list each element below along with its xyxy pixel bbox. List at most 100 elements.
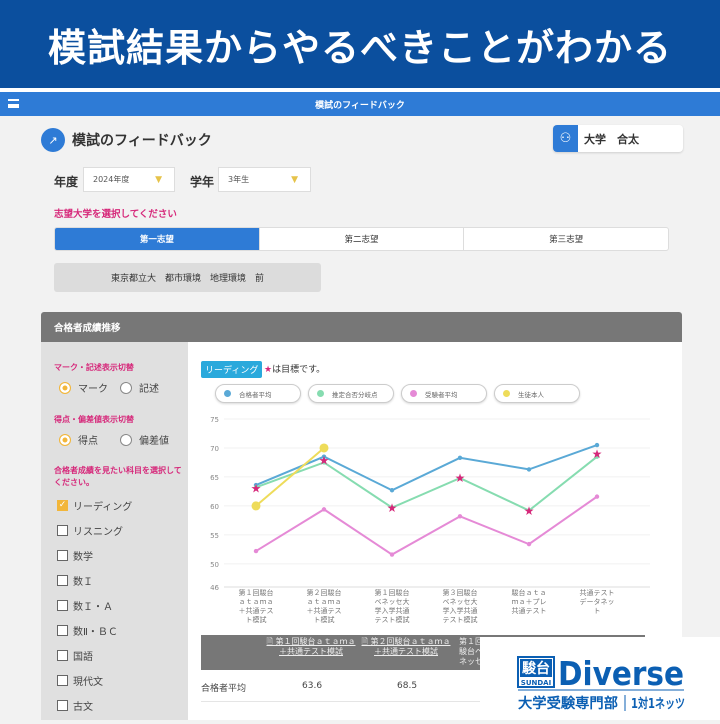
year-label: 年度 <box>54 175 79 189</box>
radio-off-icon <box>120 381 132 394</box>
y-tick-label: 75 <box>210 416 219 424</box>
legend-item[interactable]: 合格者平均 <box>215 384 301 403</box>
score-section-label: 得点・偏差値表示切替 <box>54 415 134 424</box>
radio-deviation[interactable]: 偏差値 <box>120 432 169 447</box>
x-tick-label: 共通テストデータネット <box>579 589 615 615</box>
page-title: 模試のフィードバック <box>72 133 212 149</box>
year-select[interactable]: 2024年度 ▼ <box>83 167 175 192</box>
data-point[interactable] <box>253 485 259 490</box>
data-point[interactable] <box>526 467 532 472</box>
data-point[interactable] <box>457 514 463 519</box>
radio-on-icon <box>59 433 71 446</box>
data-point[interactable] <box>321 507 327 512</box>
subject-label: リスニング <box>73 527 123 538</box>
tab-first-choice[interactable]: 第一志望 <box>55 228 259 250</box>
data-point[interactable] <box>594 442 600 448</box>
university-box[interactable]: 東京都立大 都市環境 地理環境 前 <box>54 263 321 292</box>
data-point[interactable] <box>251 501 261 511</box>
x-tick-label: 駿台ａｔａｍａ＋プレ共通テスト <box>511 589 547 615</box>
radio-on-icon <box>59 381 71 394</box>
legend-dot-icon <box>224 390 231 397</box>
data-point[interactable] <box>457 475 463 481</box>
data-point[interactable] <box>594 494 600 499</box>
header-text: 第１回駿台ａｔａｍａ＋共通テスト模試 <box>275 637 356 656</box>
subject-label: 国語 <box>73 652 93 663</box>
series-line <box>255 447 325 507</box>
subject-checkbox[interactable]: 国語 <box>57 648 93 663</box>
subject-label: 数学 <box>73 552 93 563</box>
chevron-down-icon: ▼ <box>291 174 298 185</box>
target-star-icon: ★ <box>524 504 535 518</box>
x-tick-label: 第３回駿台ベネッセ大学入学共通テスト模試 <box>442 589 478 624</box>
data-point[interactable] <box>319 443 329 453</box>
legend-item[interactable]: 推定合否分岐点 <box>308 384 394 403</box>
checkbox-icon <box>57 600 68 611</box>
legend-dot-icon <box>503 390 510 397</box>
grade-value: 3年生 <box>228 175 250 184</box>
tab-second-choice[interactable]: 第二志望 <box>258 228 464 250</box>
target-star-icon: ★ <box>592 447 603 461</box>
y-tick-label: 46 <box>210 584 219 590</box>
grade-label: 学年 <box>190 175 215 189</box>
subject-checkbox[interactable]: リスニング <box>57 523 123 538</box>
subject-checkbox[interactable]: 数Ｉ・Ａ <box>57 598 113 613</box>
user-icon: ⚇ <box>553 125 578 152</box>
table-header-exam-3[interactable]: 第１回駿台ベネッセ大学入... <box>456 637 486 667</box>
subject-prompt: 合格者成績を見たい科目を選択してください。 <box>54 466 182 487</box>
legend-label: 合格者平均 <box>239 390 272 399</box>
sundai-diverse-logo: 駿台 SUNDAI Diverse 大学受験専門部 1対1ネッツ <box>480 637 720 720</box>
x-tick-label: 第２回駿台ａｔａｍａ＋共通テスト模試 <box>306 589 342 624</box>
divider <box>0 88 720 92</box>
table-header-exam-1[interactable]: 🗎 第１回駿台ａｔａｍａ＋共通テスト模試 <box>266 637 356 656</box>
data-point[interactable] <box>389 488 395 493</box>
row-divider <box>201 701 645 702</box>
data-point[interactable] <box>389 505 395 510</box>
checkbox-checked-icon: ✓ <box>57 500 68 511</box>
legend-label: 受験者平均 <box>425 390 458 399</box>
legend-label: 生徒本人 <box>518 390 544 399</box>
hamburger-icon[interactable] <box>8 99 19 108</box>
subject-checkbox[interactable]: 数学 <box>57 548 93 563</box>
radio-label: 得点 <box>78 436 98 447</box>
header-text: 第１回駿台ベネッセ大学入... <box>459 637 483 666</box>
subject-checkbox[interactable]: 数Ｉ <box>57 573 93 588</box>
data-point[interactable] <box>253 548 259 554</box>
radio-off-icon <box>120 433 132 446</box>
svg-text:1対1ネッツ: 1対1ネッツ <box>631 696 685 712</box>
tab-third-choice[interactable]: 第三志望 <box>463 228 668 250</box>
logo-graphic: 駿台 SUNDAI Diverse 大学受験専門部 1対1ネッツ <box>517 654 685 712</box>
subject-checkbox[interactable]: 現代文 <box>57 673 103 688</box>
radio-written[interactable]: 記述 <box>120 380 159 395</box>
row-value: 63.6 <box>302 681 323 691</box>
data-point[interactable] <box>594 454 600 459</box>
choice-tabs: 第一志望 第二志望 第三志望 <box>54 227 669 251</box>
data-point[interactable] <box>321 454 327 459</box>
user-badge[interactable]: ⚇ 大学 合太 <box>553 125 683 152</box>
x-tick-label: 第１回駿台ベネッセ大学入学共通テスト模試 <box>374 589 410 624</box>
subject-checkbox[interactable]: 古文 <box>57 698 93 713</box>
subject-label: 数Ⅱ・ＢＣ <box>73 627 118 638</box>
subject-checkbox[interactable]: 数Ⅱ・ＢＣ <box>57 623 118 638</box>
target-star-icon: ★ <box>251 482 262 496</box>
table-header-exam-2[interactable]: 🗎 第２回駿台ａｔａｍａ＋共通テスト模試 <box>361 637 451 656</box>
legend-item[interactable]: 受験者平均 <box>401 384 487 403</box>
legend-item[interactable]: 生徒本人 <box>494 384 580 403</box>
subject-label: リーディング <box>73 502 133 513</box>
data-point[interactable] <box>526 541 532 547</box>
checkbox-icon <box>57 525 68 536</box>
radio-label: 記述 <box>139 384 159 395</box>
radio-label: マーク <box>78 384 108 395</box>
headline-banner: 模試結果からやるべきことがわかる <box>0 0 720 88</box>
svg-text:駿台: 駿台 <box>522 660 550 677</box>
data-point[interactable] <box>389 552 395 557</box>
subject-checkbox[interactable]: ✓ リーディング <box>57 498 132 513</box>
chevron-down-icon: ▼ <box>155 174 162 185</box>
subject-label: 現代文 <box>73 677 103 688</box>
grade-select[interactable]: 3年生 ▼ <box>218 167 311 192</box>
data-point[interactable] <box>321 460 327 465</box>
data-point[interactable] <box>526 508 532 513</box>
radio-score[interactable]: 得点 <box>59 432 98 447</box>
radio-mark[interactable]: マーク <box>59 380 108 395</box>
series-line <box>255 455 598 512</box>
data-point[interactable] <box>457 455 463 461</box>
